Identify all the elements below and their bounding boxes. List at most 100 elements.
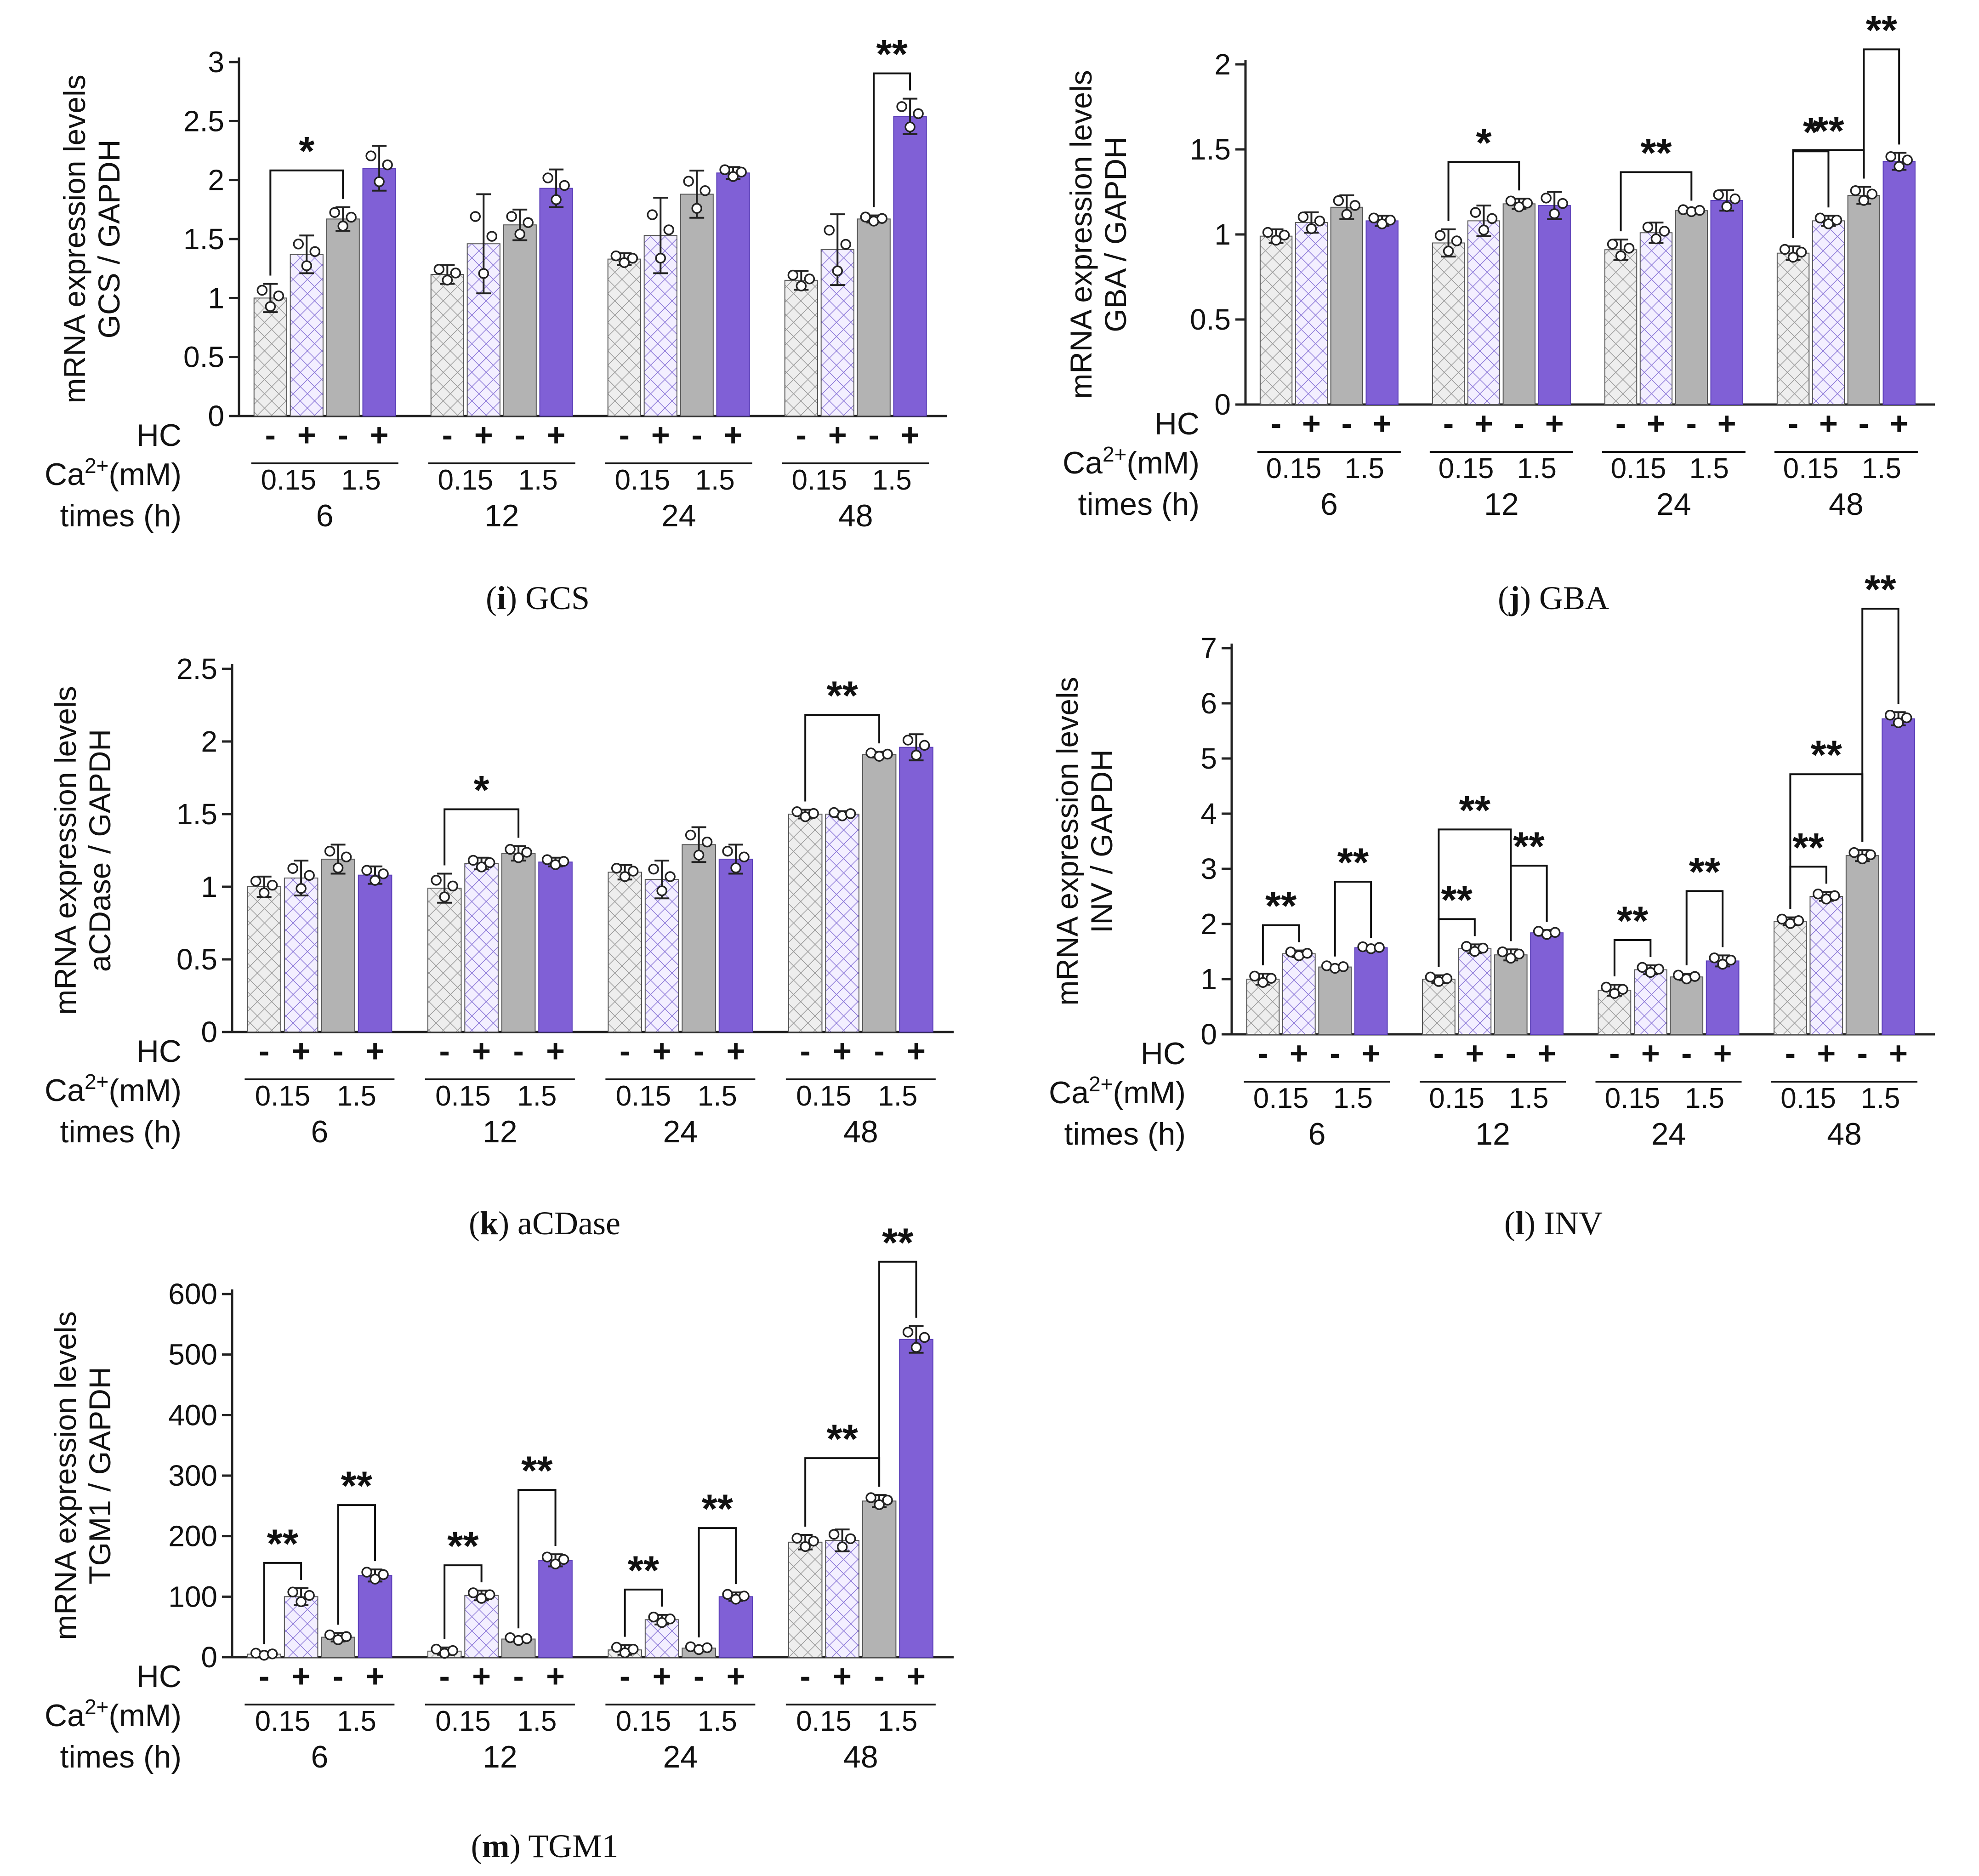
data-point — [324, 845, 336, 857]
ca-prefix: Ca — [1063, 445, 1103, 480]
data-point — [447, 880, 458, 892]
data-point — [1858, 195, 1870, 206]
data-point — [1615, 250, 1626, 262]
y-tick-label: 0 — [201, 1015, 217, 1049]
data-point — [722, 1589, 733, 1600]
data-point — [919, 740, 930, 751]
calcium-level-label: 1.5 — [695, 464, 735, 496]
significance-label: ** — [1513, 823, 1545, 869]
data-point — [882, 748, 893, 760]
caption-open-paren: ( — [469, 1205, 480, 1242]
data-point — [301, 260, 313, 271]
calcium-level-label: 0.15 — [1611, 453, 1666, 485]
data-point — [1557, 198, 1568, 209]
data-point — [1601, 981, 1612, 993]
bar — [326, 218, 360, 416]
hc-sign-label: - — [1681, 1035, 1692, 1071]
y-tick-label: 1 — [201, 870, 217, 903]
hc-sign-label: + — [370, 417, 389, 453]
bar — [899, 747, 933, 1032]
significance-label: ** — [702, 1486, 734, 1531]
hc-sign-label: + — [833, 1033, 852, 1069]
significance-bracket — [1613, 939, 1652, 976]
hc-sign-label: - — [338, 417, 348, 453]
data-point — [791, 806, 802, 817]
bar — [788, 1541, 823, 1658]
data-point — [1349, 200, 1361, 211]
y-tick-label: 3 — [208, 46, 224, 79]
time-label: 48 — [843, 1739, 878, 1774]
data-point — [699, 185, 711, 196]
bar — [862, 754, 897, 1032]
data-point — [523, 217, 534, 228]
data-point — [256, 285, 268, 296]
bar — [503, 224, 537, 416]
significance-label: ** — [521, 1448, 553, 1493]
times-row-label: times (h) — [1064, 1117, 1186, 1152]
data-point — [1617, 984, 1628, 995]
hc-sign-label: - — [265, 417, 276, 453]
data-point — [796, 280, 807, 291]
hc-sign-label: + — [1817, 1035, 1836, 1071]
data-point — [1653, 964, 1665, 975]
data-point — [627, 866, 639, 877]
hc-sign-label: - — [259, 1658, 269, 1694]
data-point — [1689, 971, 1700, 982]
significance-label: * — [1803, 109, 1819, 154]
hc-sign-label: + — [292, 1033, 311, 1069]
significance-label: ** — [1792, 824, 1824, 870]
calcium-level-label: 0.15 — [435, 1080, 491, 1112]
significance-marker: ** — [624, 1547, 663, 1637]
data-point — [896, 101, 907, 112]
significance-label: ** — [1459, 787, 1491, 833]
bar — [1604, 249, 1638, 405]
data-point — [433, 263, 445, 275]
time-label: 24 — [1656, 487, 1691, 522]
bar — [1246, 979, 1280, 1035]
y-axis-label-line2: INV / GAPDH — [1085, 749, 1119, 933]
data-point — [258, 887, 270, 899]
data-point — [1725, 954, 1736, 966]
bar — [607, 258, 641, 417]
hc-sign-label: + — [1890, 405, 1909, 441]
hc-sign-label: + — [1302, 405, 1321, 441]
hc-sign-label: + — [366, 1033, 385, 1069]
data-point — [293, 239, 304, 250]
data-point — [902, 735, 914, 746]
hc-sign-label: - — [1257, 1035, 1268, 1071]
data-point — [1850, 185, 1861, 196]
data-point — [730, 862, 741, 873]
bar — [284, 1596, 318, 1658]
data-point — [683, 176, 694, 187]
data-point — [1813, 888, 1824, 900]
data-point — [665, 871, 676, 882]
data-point — [1894, 161, 1905, 172]
calcium-level-label: 1.5 — [337, 1080, 376, 1112]
hc-sign-label: - — [1443, 405, 1454, 441]
data-point — [663, 224, 675, 235]
calcium-level-label: 1.5 — [341, 464, 381, 496]
data-point — [1270, 234, 1282, 246]
y-tick-label: 2 — [1200, 907, 1217, 941]
significance-marker: ** — [804, 1416, 881, 1527]
hc-sign-label: + — [653, 1658, 671, 1694]
data-point — [1497, 946, 1508, 958]
y-axis-label-line2: GBA / GAPDH — [1098, 137, 1132, 332]
calcium-level-label: 1.5 — [517, 1080, 557, 1112]
data-point — [250, 876, 262, 887]
significance-bracket — [804, 714, 881, 802]
data-point — [791, 1533, 802, 1544]
hc-sign-label: + — [1465, 1035, 1484, 1071]
data-point — [1451, 235, 1462, 246]
calcium-level-label: 1.5 — [518, 464, 558, 496]
hc-sign-label: + — [907, 1658, 926, 1694]
significance-label: ** — [1865, 566, 1896, 612]
data-point — [1461, 941, 1472, 952]
data-point — [845, 808, 856, 819]
y-tick-label: 1.5 — [1190, 133, 1231, 166]
data-point — [627, 1643, 639, 1655]
bar — [718, 1596, 753, 1658]
data-point — [739, 1591, 750, 1602]
data-point — [450, 268, 461, 279]
bar — [1330, 206, 1363, 405]
